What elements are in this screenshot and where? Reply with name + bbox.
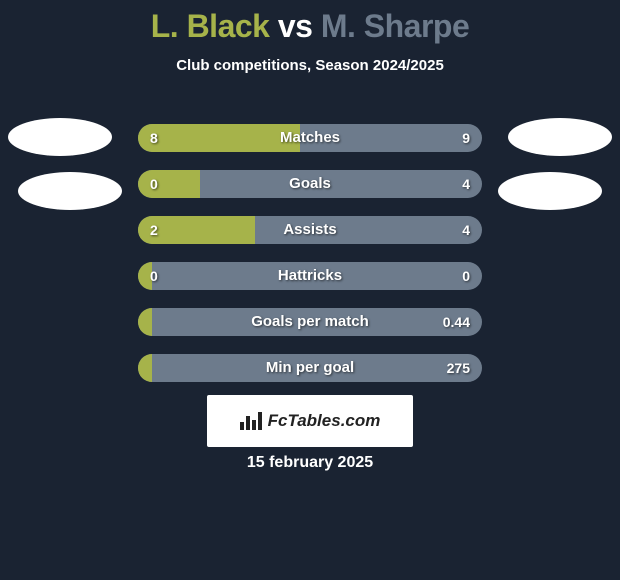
player1-name: L. Black bbox=[151, 8, 270, 44]
subtitle: Club competitions, Season 2024/2025 bbox=[0, 57, 620, 74]
avatar-right-top bbox=[508, 118, 612, 156]
stat-label: Min per goal bbox=[138, 354, 482, 382]
stat-value-right: 275 bbox=[447, 354, 470, 382]
avatar-left-bottom bbox=[18, 172, 122, 210]
stat-value-right: 4 bbox=[462, 170, 470, 198]
stat-row: 0 Hattricks 0 bbox=[138, 262, 482, 290]
stat-value-right: 0 bbox=[462, 262, 470, 290]
brand-badge: FcTables.com bbox=[207, 395, 413, 447]
date-text: 15 february 2025 bbox=[0, 454, 620, 472]
stat-row: 2 Assists 4 bbox=[138, 216, 482, 244]
avatar-left-top bbox=[8, 118, 112, 156]
stat-label: Goals bbox=[138, 170, 482, 198]
brand-text: FcTables.com bbox=[268, 411, 381, 431]
stat-row: Goals per match 0.44 bbox=[138, 308, 482, 336]
stat-value-right: 9 bbox=[462, 124, 470, 152]
stat-value-right: 0.44 bbox=[443, 308, 470, 336]
stat-label: Hattricks bbox=[138, 262, 482, 290]
bars-icon bbox=[240, 412, 264, 430]
stat-label: Matches bbox=[138, 124, 482, 152]
title: L. Black vs M. Sharpe bbox=[0, 0, 620, 45]
avatar-right-bottom bbox=[498, 172, 602, 210]
vs-text: vs bbox=[278, 8, 313, 44]
stat-row: Min per goal 275 bbox=[138, 354, 482, 382]
stat-row: 0 Goals 4 bbox=[138, 170, 482, 198]
stat-row: 8 Matches 9 bbox=[138, 124, 482, 152]
stat-bars: 8 Matches 9 0 Goals 4 2 Assists 4 0 Hatt… bbox=[138, 124, 482, 400]
stat-value-right: 4 bbox=[462, 216, 470, 244]
stat-label: Goals per match bbox=[138, 308, 482, 336]
player2-name: M. Sharpe bbox=[321, 8, 469, 44]
stat-label: Assists bbox=[138, 216, 482, 244]
